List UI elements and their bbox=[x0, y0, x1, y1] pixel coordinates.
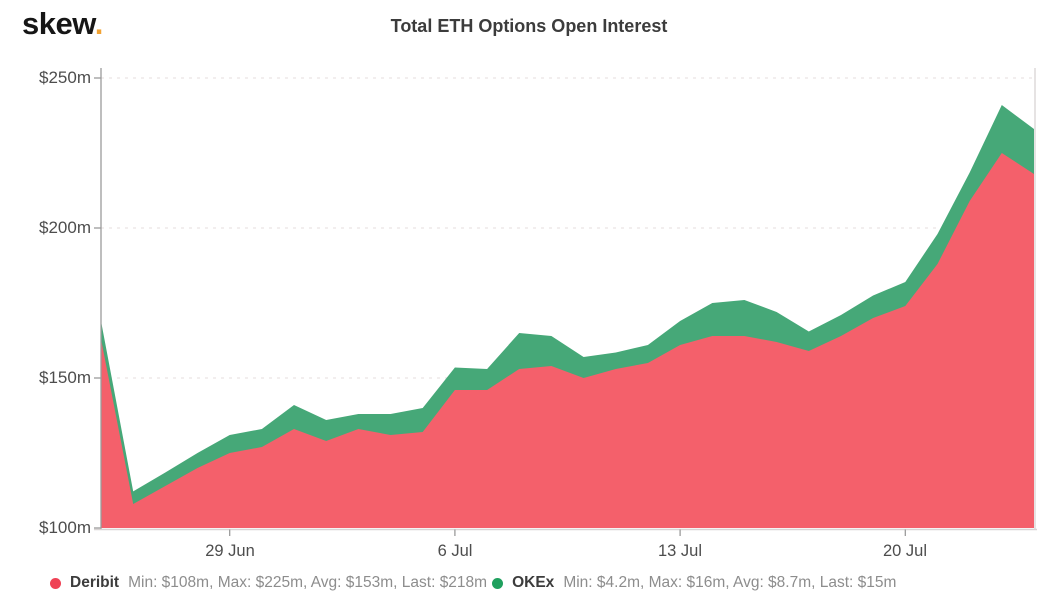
chart-legend: Deribit Min: $108m, Max: $225m, Avg: $15… bbox=[50, 574, 1050, 592]
legend-series-stats: Min: $108m, Max: $225m, Avg: $153m, Last… bbox=[128, 574, 488, 591]
legend-series-stats: Min: $4.2m, Max: $16m, Avg: $8.7m, Last:… bbox=[563, 574, 897, 591]
y-axis-tick-label: $150m bbox=[39, 368, 91, 387]
okex-series-dot-icon bbox=[492, 577, 504, 589]
legend-series-name: Deribit bbox=[70, 574, 120, 591]
y-axis-tick-label: $200m bbox=[39, 218, 91, 237]
skew-logo-dot: . bbox=[94, 6, 104, 41]
x-axis-tick-label: 29 Jun bbox=[205, 542, 255, 560]
y-axis-tick-label: $250m bbox=[39, 68, 91, 87]
legend-item-deribit[interactable]: Deribit Min: $108m, Max: $225m, Avg: $15… bbox=[50, 574, 487, 592]
x-axis-tick-label: 13 Jul bbox=[657, 542, 703, 560]
deribit-area[interactable] bbox=[101, 153, 1034, 528]
deribit-series-dot-icon bbox=[50, 577, 61, 589]
skew-logo[interactable]: skew. bbox=[22, 6, 103, 42]
legend-item-okex[interactable]: OKEx Min: $4.2m, Max: $16m, Avg: $8.7m, … bbox=[492, 574, 896, 592]
legend-series-name: OKEx bbox=[512, 574, 555, 591]
x-axis-tick-label: 6 Jul bbox=[437, 542, 473, 560]
page-title: Total ETH Options Open Interest bbox=[390, 16, 668, 36]
x-axis-tick-label: 20 Jul bbox=[882, 542, 928, 560]
skew-logo-text: skew bbox=[22, 6, 95, 41]
y-axis-tick-label: $100m bbox=[39, 518, 91, 537]
